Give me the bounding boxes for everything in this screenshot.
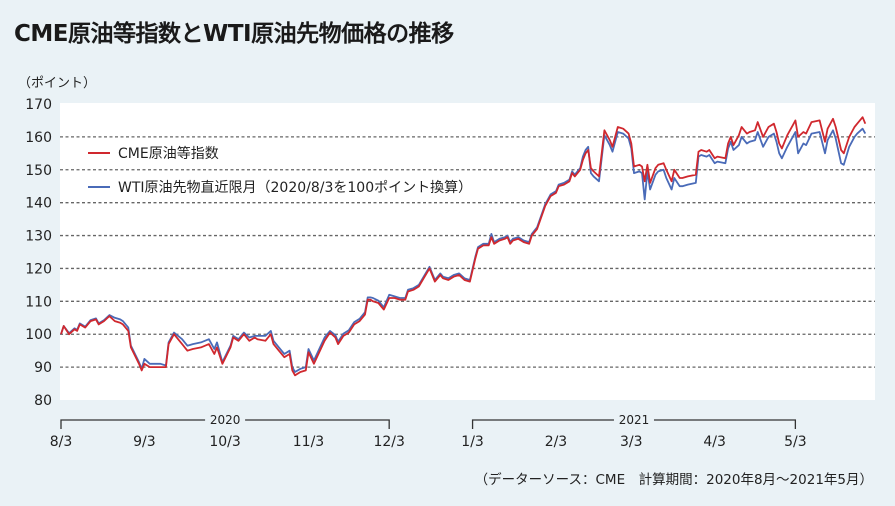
x-tick-label: 5/3 [784,434,807,450]
x-tick-label: 10/3 [209,434,240,450]
year-label: 2020 [210,413,241,427]
y-tick-label: 160 [25,130,52,146]
plot-area [60,103,875,400]
series-line-cme [60,116,867,377]
y-tick-label: 90 [34,360,52,376]
x-tick-label: 4/3 [703,434,726,450]
x-tick-label: 12/3 [373,434,404,450]
x-tick-label: 11/3 [293,434,324,450]
x-tick-label: 9/3 [133,434,156,450]
series-line-wti [60,127,867,373]
y-axis-unit-label: （ポイント） [18,76,97,91]
y-tick-label: 100 [25,327,52,343]
y-tick-label: 80 [34,393,52,409]
y-tick-label: 130 [25,229,52,245]
y-tick-label: 120 [25,261,52,277]
source-note: （データーソース：CME 計算期間：2020年8月〜2021年5月） [474,472,873,488]
year-bracket [471,419,797,429]
legend-label: WTI原油先物直近限月（2020/8/3を100ポイント換算） [118,179,472,196]
legend-label: CME原油等指数 [118,145,219,162]
chart-title: CME原油等指数とWTI原油先物価格の推移 [14,21,454,47]
y-tick-label: 140 [25,196,52,212]
year-bracket [60,419,390,429]
y-tick-label: 150 [25,163,52,179]
x-tick-label: 8/3 [50,434,73,450]
year-label: 2021 [619,413,650,427]
x-tick-label: 3/3 [620,434,643,450]
x-tick-label: 2/3 [545,434,568,450]
x-tick-label: 1/3 [461,434,484,450]
y-tick-label: 170 [25,97,52,113]
y-tick-label: 110 [25,294,52,310]
